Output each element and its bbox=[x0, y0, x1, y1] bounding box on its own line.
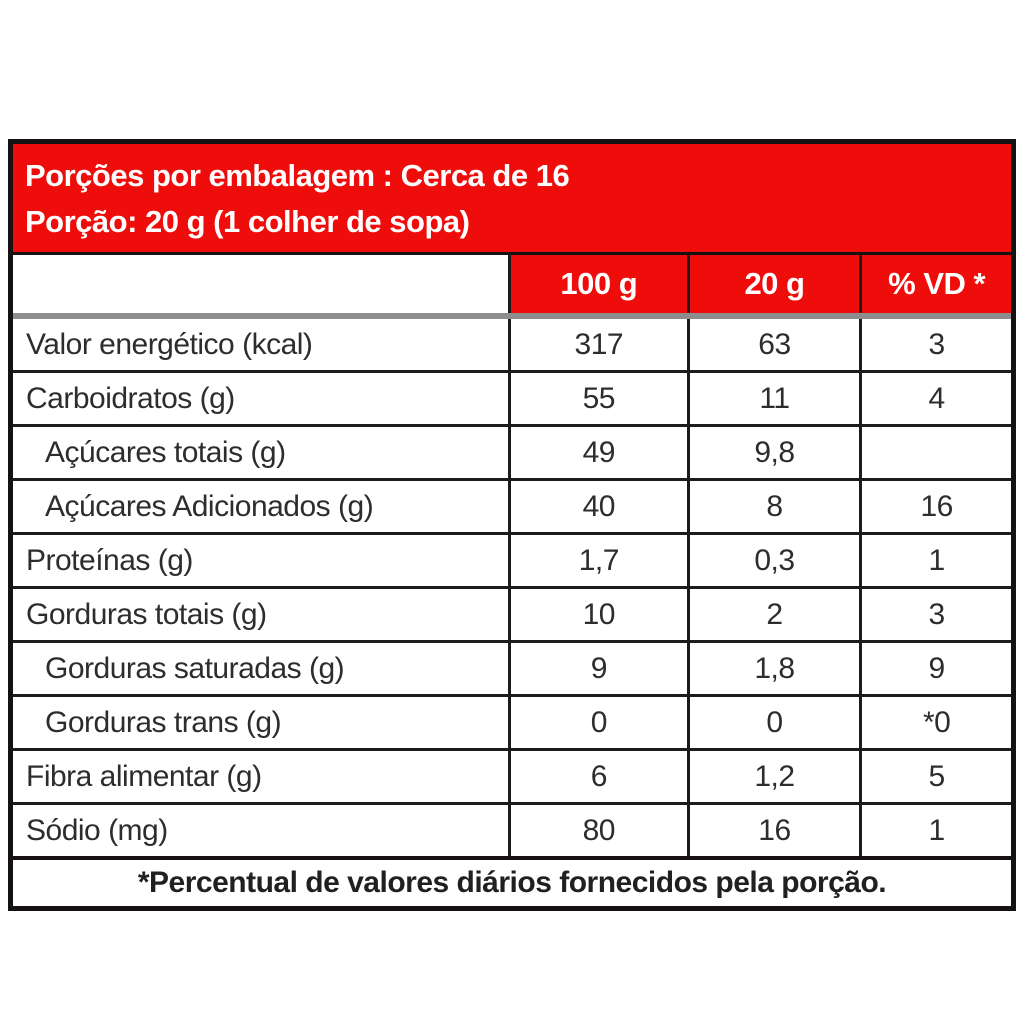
value-vd-percent: 1 bbox=[859, 535, 1011, 586]
column-header-empty bbox=[13, 255, 508, 313]
nutrient-row: Valor energético (kcal) 317 63 3 bbox=[13, 319, 1011, 373]
column-header-row: 100 g 20 g % VD * bbox=[13, 255, 1011, 319]
servings-per-package-text: Porções por embalagem : Cerca de 16 bbox=[25, 158, 570, 193]
value-per-100g: 1,7 bbox=[508, 535, 687, 586]
nutrient-row: Gorduras totais (g) 10 2 3 bbox=[13, 589, 1011, 643]
nutrient-row: Carboidratos (g) 55 11 4 bbox=[13, 373, 1011, 427]
value-vd-percent bbox=[859, 427, 1011, 478]
value-per-100g: 9 bbox=[508, 643, 687, 694]
value-per-100g: 55 bbox=[508, 373, 687, 424]
column-header-100g: 100 g bbox=[508, 255, 687, 313]
nutrient-label: Gorduras totais (g) bbox=[26, 597, 267, 631]
nutrient-rows: Valor energético (kcal) 317 63 3 Carboid… bbox=[13, 319, 1011, 856]
nutrient-label: Fibra alimentar (g) bbox=[26, 759, 262, 793]
value-per-100g: 80 bbox=[508, 805, 687, 856]
value-per-100g: 317 bbox=[508, 319, 687, 370]
nutrient-row: Gorduras saturadas (g) 9 1,8 9 bbox=[13, 643, 1011, 697]
value-per-100g: 10 bbox=[508, 589, 687, 640]
nutrient-label: Gorduras saturadas (g) bbox=[45, 651, 345, 685]
column-header-vd-percent: % VD * bbox=[859, 255, 1011, 313]
nutrient-label: Açúcares Adicionados (g) bbox=[45, 489, 374, 523]
nutrient-label: Açúcares totais (g) bbox=[45, 435, 286, 469]
nutrient-label: Gorduras trans (g) bbox=[45, 705, 282, 739]
nutrition-facts-table: Porções por embalagem : Cerca de 16 Porç… bbox=[8, 139, 1016, 911]
value-per-100g: 0 bbox=[508, 697, 687, 748]
value-per-20g: 0 bbox=[686, 697, 860, 748]
column-header-20g: 20 g bbox=[686, 255, 860, 313]
value-vd-percent: *0 bbox=[859, 697, 1011, 748]
serving-size-text: Porção: 20 g (1 colher de sopa) bbox=[25, 204, 470, 239]
value-per-100g: 49 bbox=[508, 427, 687, 478]
value-per-20g: 2 bbox=[686, 589, 860, 640]
nutrient-label: Sódio (mg) bbox=[26, 813, 168, 847]
nutrient-row: Proteínas (g) 1,7 0,3 1 bbox=[13, 535, 1011, 589]
value-per-20g: 63 bbox=[686, 319, 860, 370]
value-vd-percent: 3 bbox=[859, 319, 1011, 370]
value-per-20g: 8 bbox=[686, 481, 860, 532]
value-per-20g: 0,3 bbox=[686, 535, 860, 586]
value-per-20g: 16 bbox=[686, 805, 860, 856]
nutrient-label: Proteínas (g) bbox=[26, 543, 193, 577]
value-per-20g: 1,2 bbox=[686, 751, 860, 802]
value-per-20g: 11 bbox=[686, 373, 860, 424]
value-vd-percent: 1 bbox=[859, 805, 1011, 856]
value-per-100g: 40 bbox=[508, 481, 687, 532]
nutrient-row: Açúcares totais (g) 49 9,8 bbox=[13, 427, 1011, 481]
value-vd-percent: 5 bbox=[859, 751, 1011, 802]
value-vd-percent: 16 bbox=[859, 481, 1011, 532]
value-per-100g: 6 bbox=[508, 751, 687, 802]
title-band: Porções por embalagem : Cerca de 16 Porç… bbox=[13, 144, 1011, 255]
value-per-20g: 9,8 bbox=[686, 427, 860, 478]
nutrient-label: Carboidratos (g) bbox=[26, 381, 235, 415]
value-vd-percent: 3 bbox=[859, 589, 1011, 640]
value-vd-percent: 9 bbox=[859, 643, 1011, 694]
value-vd-percent: 4 bbox=[859, 373, 1011, 424]
nutrient-row: Gorduras trans (g) 0 0 *0 bbox=[13, 697, 1011, 751]
nutrient-row: Fibra alimentar (g) 6 1,2 5 bbox=[13, 751, 1011, 805]
value-per-20g: 1,8 bbox=[686, 643, 860, 694]
nutrient-label: Valor energético (kcal) bbox=[26, 327, 313, 361]
daily-value-footnote: *Percentual de valores diários fornecido… bbox=[13, 856, 1011, 906]
nutrient-row: Açúcares Adicionados (g) 40 8 16 bbox=[13, 481, 1011, 535]
nutrient-row: Sódio (mg) 80 16 1 bbox=[13, 805, 1011, 856]
